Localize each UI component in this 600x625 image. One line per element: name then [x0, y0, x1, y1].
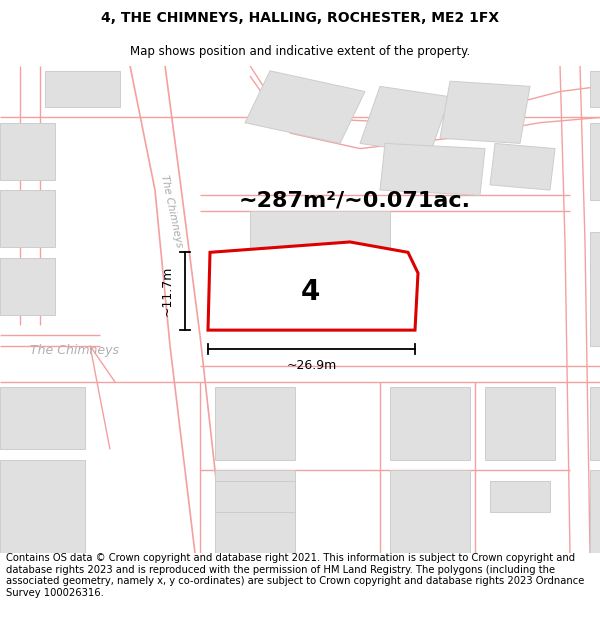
Polygon shape — [380, 143, 485, 195]
Polygon shape — [590, 387, 600, 460]
Text: ~11.7m: ~11.7m — [161, 266, 173, 316]
Polygon shape — [590, 470, 600, 553]
Polygon shape — [45, 71, 120, 107]
Polygon shape — [390, 387, 470, 460]
Polygon shape — [0, 387, 85, 449]
Polygon shape — [490, 143, 555, 190]
Polygon shape — [0, 460, 85, 553]
Polygon shape — [440, 81, 530, 143]
Polygon shape — [590, 71, 600, 107]
Text: 4, THE CHIMNEYS, HALLING, ROCHESTER, ME2 1FX: 4, THE CHIMNEYS, HALLING, ROCHESTER, ME2… — [101, 11, 499, 26]
Polygon shape — [360, 86, 450, 154]
Polygon shape — [0, 122, 55, 180]
Polygon shape — [590, 232, 600, 346]
Text: ~26.9m: ~26.9m — [286, 359, 337, 372]
Polygon shape — [215, 387, 295, 460]
Polygon shape — [208, 242, 418, 330]
Text: Map shows position and indicative extent of the property.: Map shows position and indicative extent… — [130, 45, 470, 58]
Polygon shape — [0, 190, 55, 247]
Polygon shape — [390, 470, 470, 553]
Text: The Chimneys: The Chimneys — [31, 344, 119, 357]
Text: 4: 4 — [301, 278, 320, 306]
Text: ~287m²/~0.071ac.: ~287m²/~0.071ac. — [239, 191, 471, 211]
Polygon shape — [485, 387, 555, 460]
Polygon shape — [0, 258, 55, 314]
Polygon shape — [590, 122, 600, 201]
Polygon shape — [215, 481, 295, 512]
Polygon shape — [250, 211, 390, 278]
Text: Contains OS data © Crown copyright and database right 2021. This information is : Contains OS data © Crown copyright and d… — [6, 553, 584, 598]
Polygon shape — [245, 71, 365, 143]
Polygon shape — [490, 481, 550, 512]
Text: The Chimneys: The Chimneys — [160, 174, 185, 248]
Polygon shape — [215, 470, 295, 553]
